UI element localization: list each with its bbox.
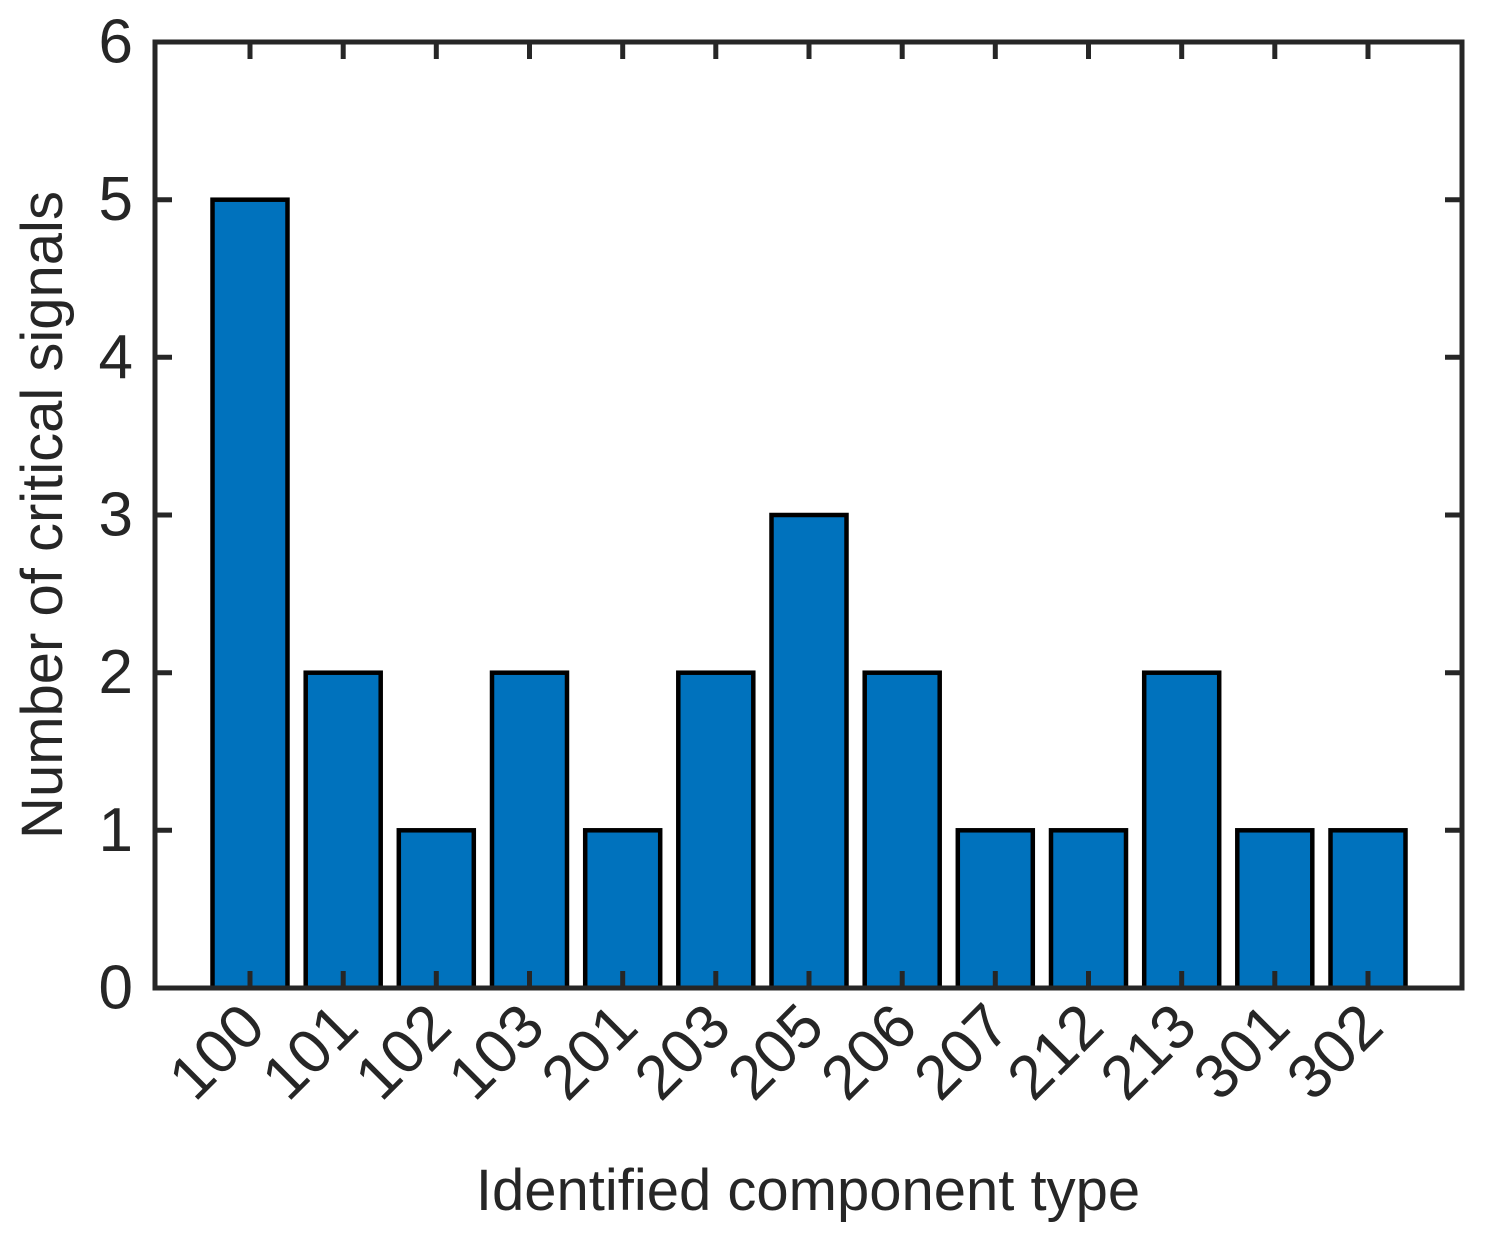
bar-301 (1235, 828, 1315, 991)
y-tick-label: 2 (99, 638, 133, 707)
y-tick-label: 3 (99, 481, 133, 550)
x-tick-label: 100 (156, 991, 278, 1113)
axes-group (152, 39, 1465, 991)
bars-group (210, 197, 1408, 991)
x-tick-label: 302 (1274, 991, 1396, 1113)
x-tick-label: 205 (715, 991, 837, 1113)
x-tick-label: 301 (1181, 991, 1303, 1113)
bar-101 (303, 670, 383, 991)
x-tick-label: 103 (435, 991, 557, 1113)
bar-205 (769, 512, 849, 991)
x-tick-label: 213 (1088, 991, 1210, 1113)
x-tick-label: 102 (342, 991, 464, 1113)
bar-213 (1141, 670, 1222, 991)
bar-203 (676, 670, 756, 991)
bar-212 (1048, 828, 1129, 991)
x-tick-label: 203 (622, 991, 744, 1113)
bar-201 (582, 828, 663, 991)
x-tick-label: 212 (994, 991, 1116, 1113)
x-tick-label: 201 (529, 991, 651, 1113)
bar-206 (862, 670, 942, 991)
y-tick-label: 5 (99, 165, 133, 234)
y-axis-label: Number of critical signals (10, 191, 75, 839)
x-axis-label: Identified component type (476, 1158, 1140, 1223)
bar-103 (489, 670, 570, 991)
x-tick-label: 207 (901, 991, 1023, 1113)
y-tick-label: 6 (99, 8, 133, 77)
x-tick-label: 101 (249, 991, 371, 1113)
y-tick-label: 4 (99, 323, 133, 392)
bar-302 (1328, 828, 1408, 991)
bar-100 (210, 197, 290, 991)
bar-207 (955, 828, 1036, 991)
y-tick-label: 1 (99, 796, 133, 865)
y-tick-label: 0 (99, 954, 133, 1023)
bar-102 (396, 828, 477, 991)
x-tick-label: 206 (808, 991, 930, 1113)
